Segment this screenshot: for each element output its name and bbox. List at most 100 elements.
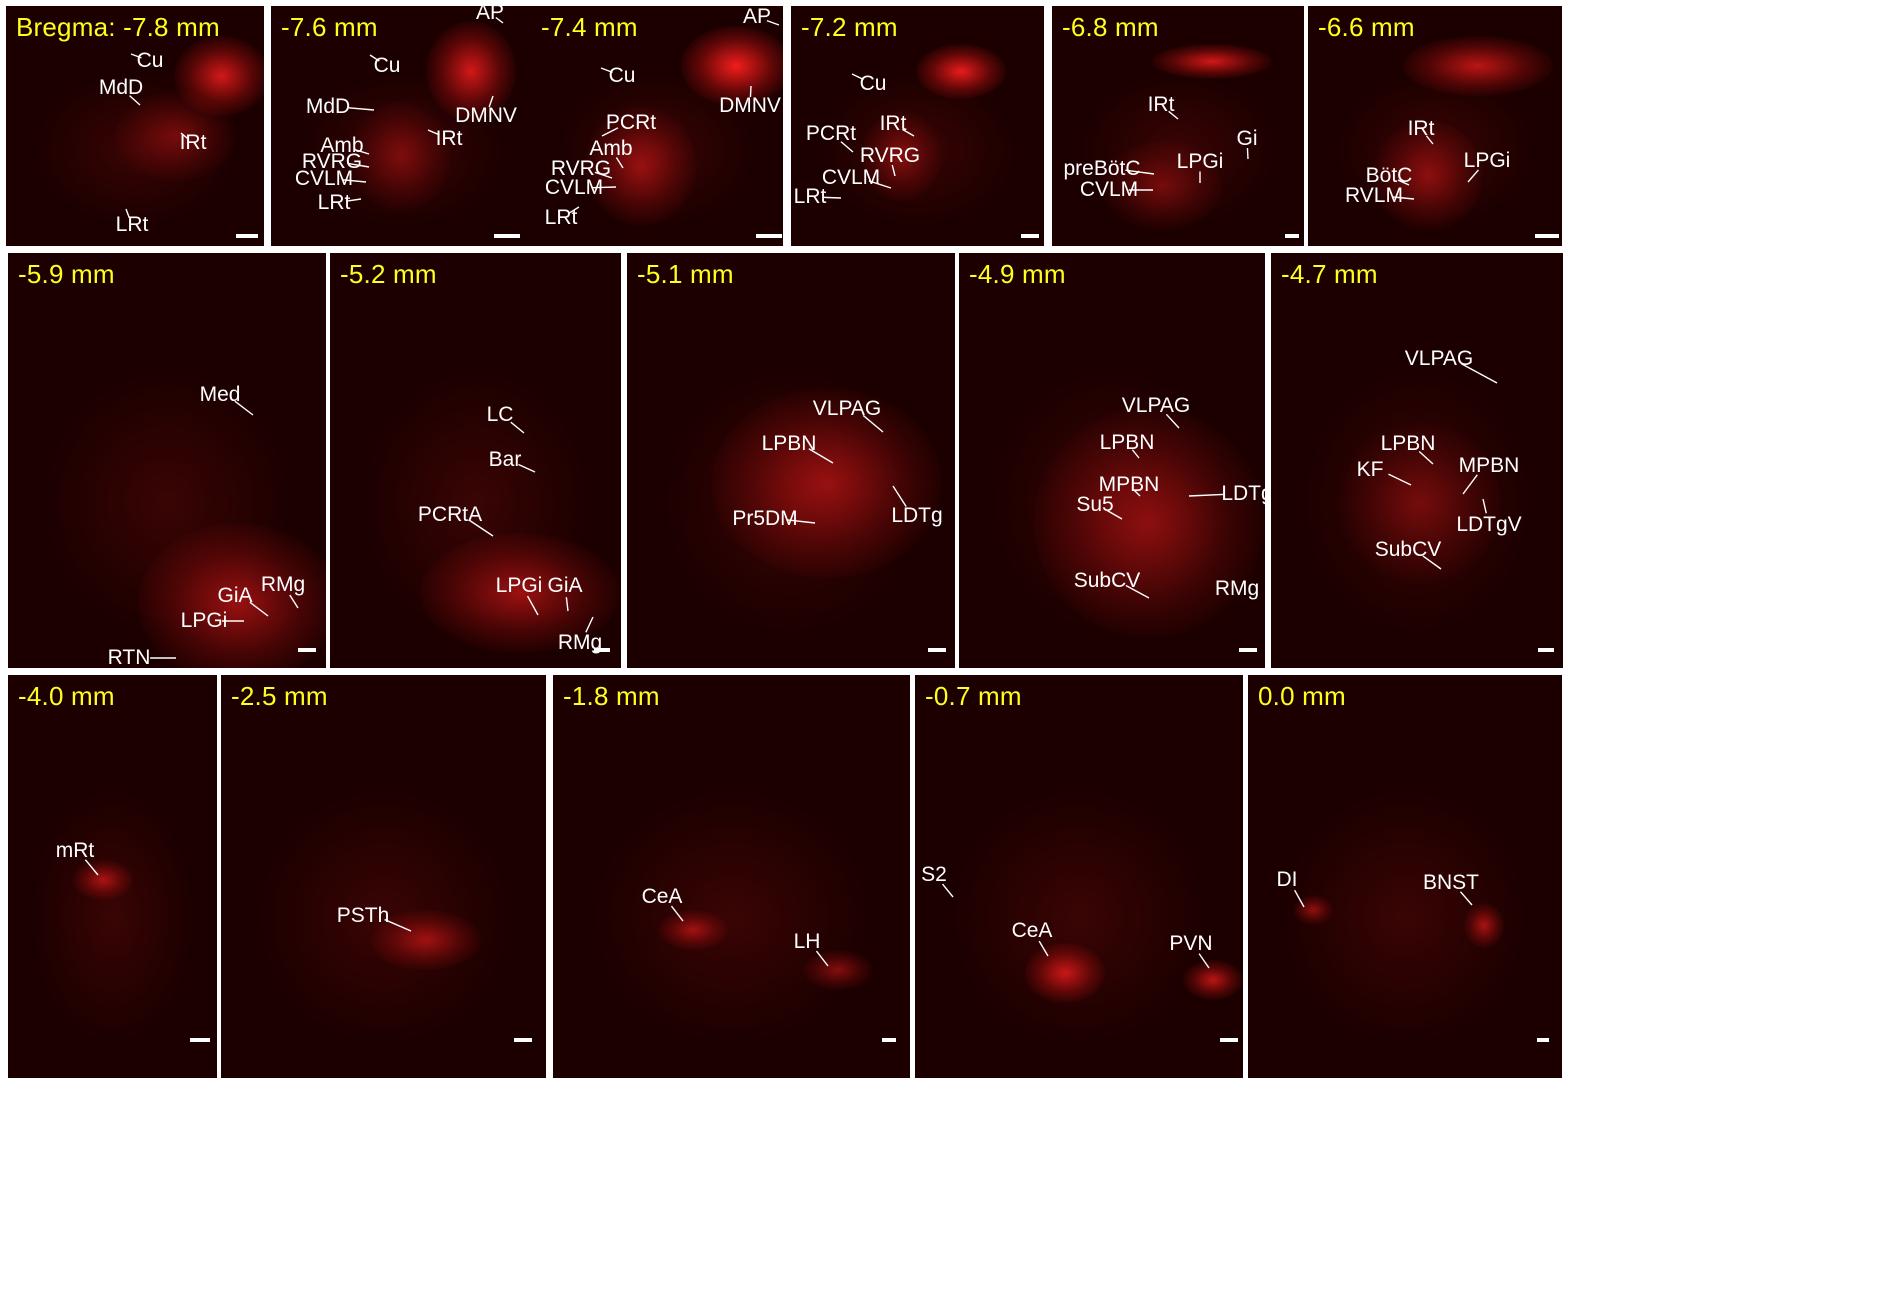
- region-label: RMg: [260, 573, 306, 596]
- region-label: CVLM: [544, 176, 604, 199]
- region-label: LPGi: [1463, 149, 1511, 172]
- region-label: RMg: [1214, 577, 1260, 600]
- scale-bar: [514, 1038, 532, 1042]
- region-label: RMg: [557, 631, 603, 654]
- region-label: CeA: [641, 885, 683, 908]
- scale-bar: [298, 648, 316, 652]
- leader-lines: [384, 918, 412, 932]
- region-label: SubCV: [1374, 538, 1442, 561]
- bregma-label: -5.1 mm: [637, 259, 734, 289]
- scale-bar: [594, 648, 610, 652]
- leader-lines: [787, 414, 907, 524]
- leader-lines: [942, 883, 1210, 969]
- leader-lines: [84, 859, 99, 876]
- signal-region: [916, 43, 1006, 99]
- region-label: MdD: [98, 76, 144, 99]
- region-label: RVLM: [1345, 184, 1403, 207]
- region-label: GiA: [217, 584, 253, 607]
- region-label: PCRtA: [417, 503, 483, 526]
- signal-region: [803, 950, 873, 990]
- signal-region: [1293, 895, 1333, 925]
- section-panel: -4.9 mm VLPAG LPBN MPBN LDTg Su5 SubCV RMg: [959, 253, 1265, 668]
- bregma-label: -0.7 mm: [925, 681, 1022, 711]
- region-label: VLPAG: [1121, 394, 1191, 417]
- signal-region: [1183, 960, 1243, 1000]
- leader-line: [348, 107, 375, 111]
- scale-bar: [494, 234, 520, 238]
- region-label: LRt: [793, 185, 827, 208]
- region-label: S2: [921, 863, 947, 886]
- region-label: Amb: [589, 137, 633, 160]
- signal-region: [73, 860, 133, 900]
- bregma-label: 0.0 mm: [1258, 681, 1346, 711]
- region-label: PSTh: [336, 904, 390, 927]
- scale-bar: [190, 1038, 210, 1042]
- signal-region: [351, 101, 451, 211]
- region-label: Pr5DM: [732, 507, 798, 530]
- signal-region: [116, 91, 236, 181]
- region-label: Su5: [1076, 493, 1114, 516]
- region-label: LPBN: [761, 432, 817, 455]
- region-label: SubCV: [1073, 569, 1141, 592]
- region-label: BötC: [1365, 164, 1413, 187]
- region-label: CeA: [1011, 919, 1053, 942]
- region-label: CVLM: [1079, 178, 1139, 201]
- scale-bar: [1538, 648, 1554, 652]
- leader-line: [565, 597, 569, 612]
- region-label: preBötC: [1063, 157, 1141, 180]
- bregma-label: -4.0 mm: [18, 681, 115, 711]
- region-label: AP: [742, 6, 772, 28]
- leader-lines: [670, 905, 829, 967]
- region-label: IRt: [1407, 117, 1435, 140]
- region-label: VLPAG: [812, 397, 882, 420]
- section-panel: -5.1 mm VLPAG LPBN LDTg Pr5DM: [627, 253, 955, 668]
- bregma-label: -6.8 mm: [1062, 12, 1159, 42]
- region-label: DMNV: [719, 94, 781, 117]
- region-label: VLPAG: [1404, 347, 1474, 370]
- region-label: Med: [199, 383, 241, 406]
- leader-line: [526, 595, 539, 616]
- region-label: IRt: [435, 127, 463, 150]
- section-panel: -4.7 mm VLPAG LPBN KF MPBN LDTgV SubCV: [1271, 253, 1563, 668]
- section-panel: -5.9 mm Med RMg GiA LPGi RTN: [8, 253, 326, 668]
- bregma-label: Bregma: -7.8 mm: [16, 12, 220, 42]
- region-label: Gi: [1236, 127, 1258, 150]
- region-label: DI: [1276, 868, 1298, 891]
- region-label: RVRG: [859, 144, 921, 167]
- region-label: LDTg: [1221, 482, 1265, 505]
- region-label: DMNV: [455, 104, 517, 127]
- region-label: Cu: [608, 64, 636, 87]
- section-panel: -7.4 mm AP Cu DMNV PCRt Amb RVRG CVLM LRt: [531, 6, 783, 246]
- signal-region: [1403, 36, 1553, 96]
- signal-region: [1152, 43, 1272, 79]
- region-label: GiA: [547, 574, 583, 597]
- section-panel: -7.6 mm AP Cu MdD IRt DMNV Amb RVRG CVLM LRt: [271, 6, 533, 246]
- region-label: IRt: [179, 131, 207, 154]
- region-label: RVRG: [550, 157, 612, 180]
- region-label: Cu: [136, 49, 164, 72]
- region-label: LRt: [115, 213, 149, 236]
- region-label: LH: [793, 930, 821, 953]
- region-label: RTN: [107, 646, 151, 668]
- region-label: MdD: [305, 95, 351, 118]
- region-label: RVRG: [301, 150, 363, 173]
- region-label: IRt: [1147, 93, 1175, 116]
- region-label: AP: [475, 6, 505, 24]
- leader-line: [1188, 493, 1224, 497]
- region-label: KF: [1356, 458, 1384, 481]
- region-label: Amb: [320, 134, 364, 157]
- region-label: LRt: [544, 206, 578, 229]
- bregma-label: -7.6 mm: [281, 12, 378, 42]
- region-label: LC: [486, 403, 514, 426]
- region-label: LRt: [317, 191, 351, 214]
- region-label: LPGi: [495, 574, 543, 597]
- scale-bar: [1239, 648, 1257, 652]
- bregma-label: -4.9 mm: [969, 259, 1066, 289]
- section-panel: -4.0 mm mRt: [8, 675, 217, 1078]
- region-label: CVLM: [821, 166, 881, 189]
- leader-line: [1482, 498, 1487, 514]
- scale-bar: [1285, 234, 1299, 238]
- leader-line: [585, 616, 594, 633]
- region-label: CVLM: [294, 167, 354, 190]
- scale-bar: [1535, 234, 1559, 238]
